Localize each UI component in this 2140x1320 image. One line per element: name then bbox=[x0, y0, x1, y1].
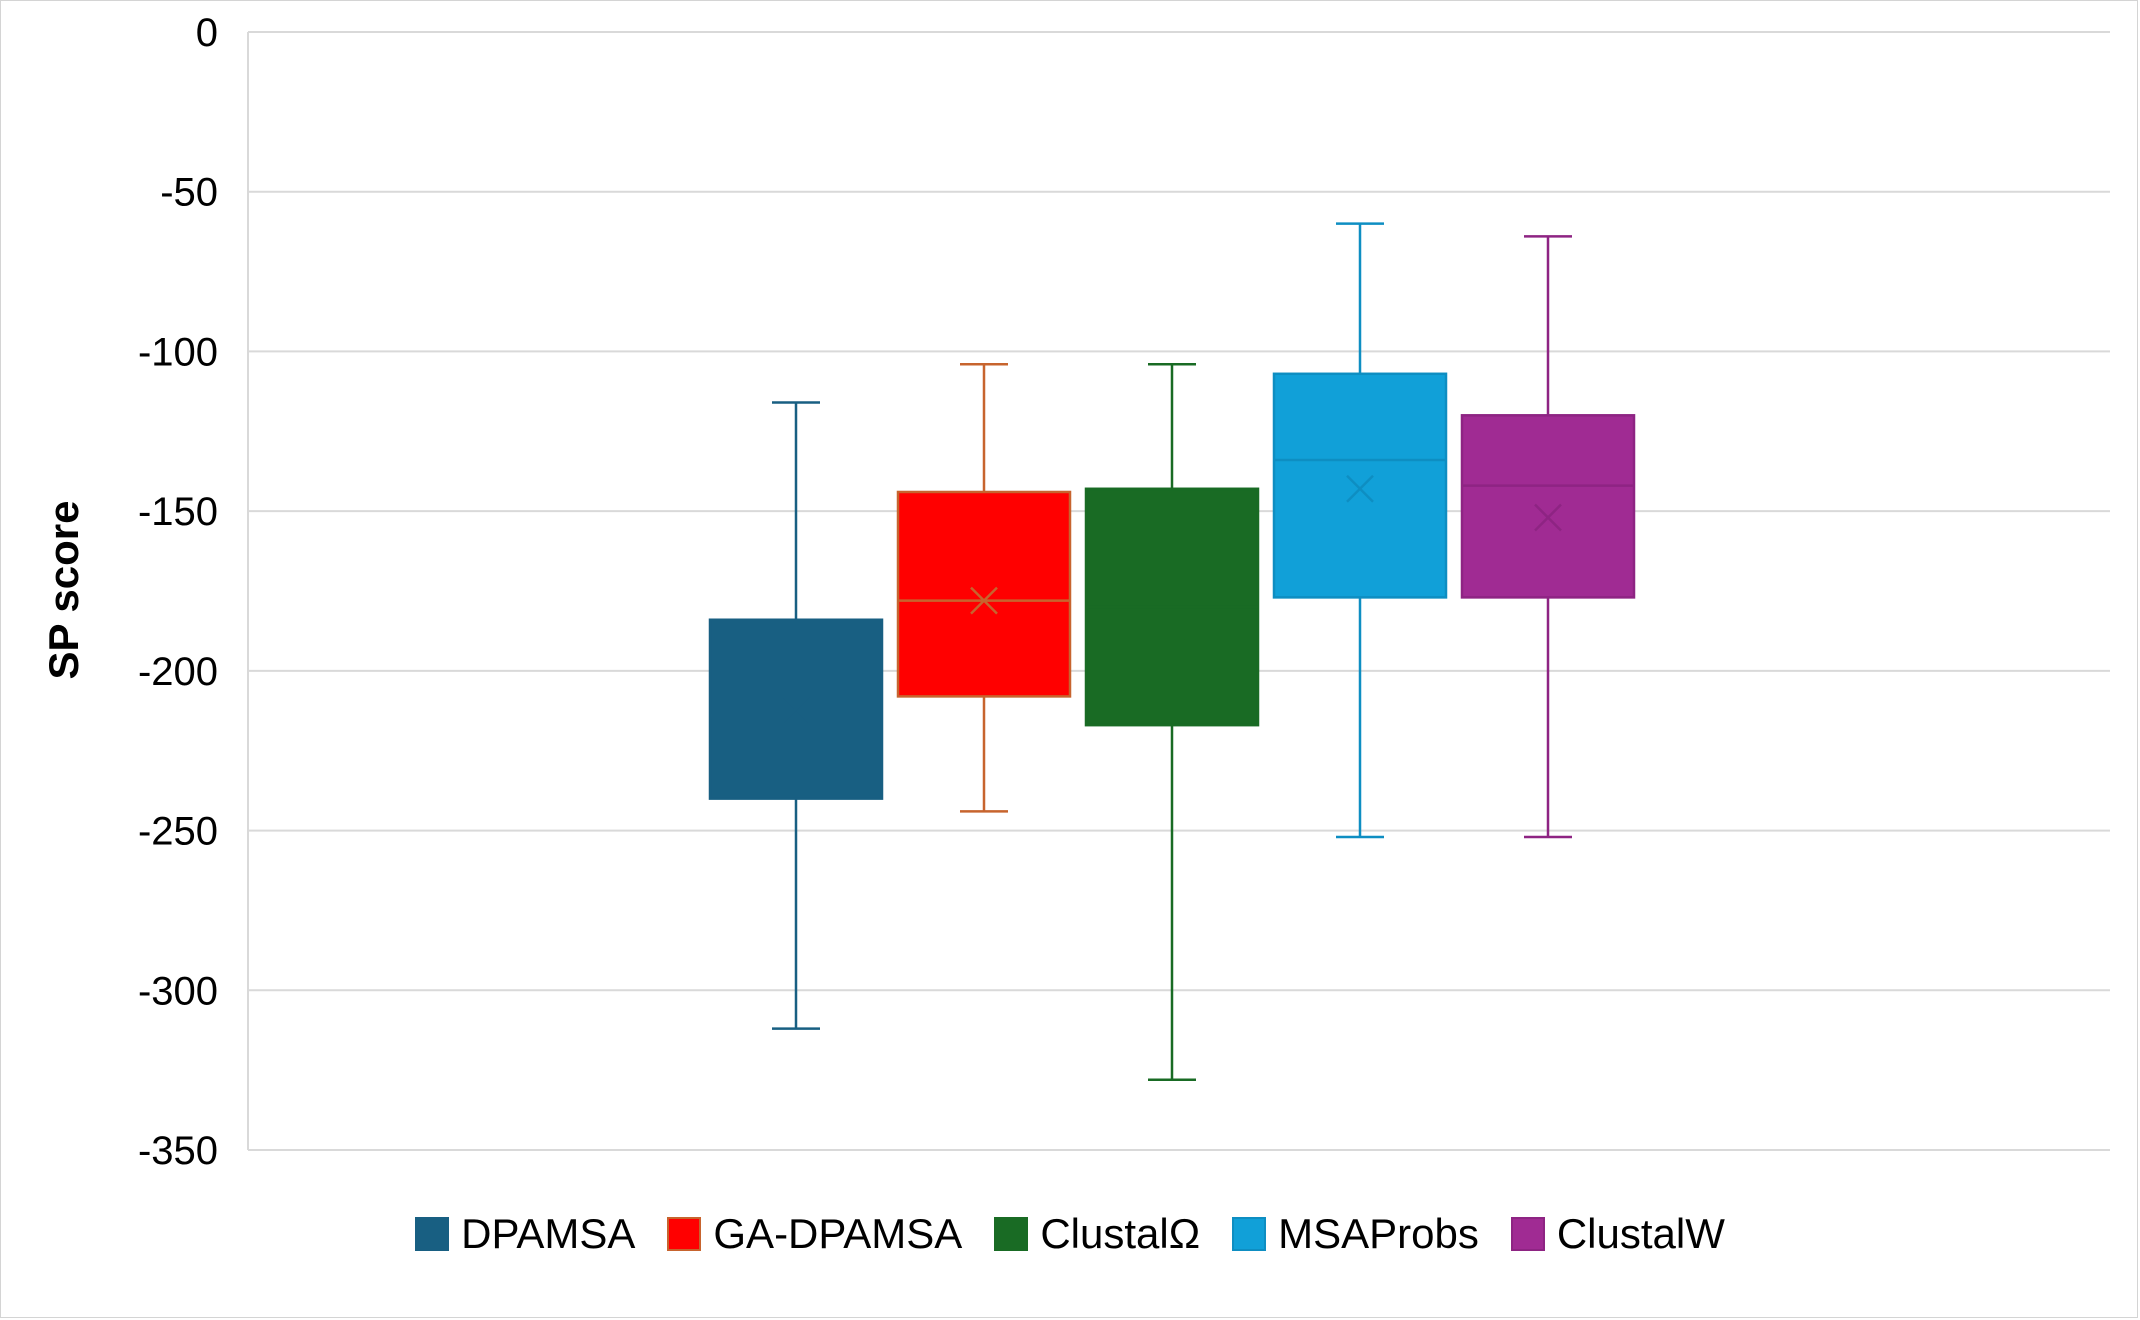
legend-swatch bbox=[415, 1217, 450, 1251]
legend: DPAMSA GA-DPAMSA ClustalΩ MSAProbs ClustalW bbox=[0, 1202, 2140, 1266]
y-tick-label: -150 bbox=[138, 490, 218, 534]
legend-item: ClustalΩ bbox=[994, 1210, 1200, 1258]
mean-marker bbox=[782, 695, 810, 724]
y-tick-label: 0 bbox=[196, 11, 218, 55]
box-clustal- bbox=[1084, 362, 1260, 1081]
legend-label: DPAMSA bbox=[461, 1210, 636, 1257]
legend-label: GA-DPAMSA bbox=[713, 1210, 963, 1257]
iqr-box bbox=[1272, 372, 1448, 599]
y-tick-label: -300 bbox=[138, 969, 218, 1013]
box-msaprobs bbox=[1272, 222, 1448, 839]
legend-item: DPAMSA bbox=[415, 1210, 635, 1258]
mean-marker bbox=[1158, 612, 1186, 641]
legend-item: MSAProbs bbox=[1232, 1210, 1479, 1258]
gridlines bbox=[247, 31, 2110, 1151]
y-tick-label: -100 bbox=[138, 330, 218, 374]
box-clustalw bbox=[1460, 235, 1636, 839]
y-axis-title: SP score bbox=[40, 500, 87, 679]
legend-label: MSAProbs bbox=[1278, 1210, 1479, 1257]
legend-label: ClustalΩ bbox=[1040, 1210, 1201, 1257]
boxes bbox=[708, 222, 1636, 1081]
y-tick-labels: 0 -50 -100 -150 -200 -250 -300 -350 bbox=[138, 11, 218, 1173]
iqr-box bbox=[1460, 414, 1636, 599]
legend-swatch bbox=[667, 1217, 702, 1251]
y-tick-label: -50 bbox=[160, 171, 218, 215]
mean-marker bbox=[970, 586, 998, 615]
legend-swatch bbox=[994, 1217, 1029, 1251]
mean-marker bbox=[1534, 503, 1562, 532]
box-dpamsa bbox=[708, 401, 884, 1030]
y-tick-label: -250 bbox=[138, 810, 218, 854]
legend-item: GA-DPAMSA bbox=[667, 1210, 962, 1258]
y-tick-label: -350 bbox=[138, 1129, 218, 1173]
legend-swatch bbox=[1232, 1217, 1267, 1251]
legend-item: ClustalW bbox=[1510, 1210, 1725, 1258]
mean-marker bbox=[1346, 474, 1374, 503]
iqr-box bbox=[896, 490, 1072, 698]
y-tick-label: -200 bbox=[138, 650, 218, 694]
box-ga-dpamsa bbox=[896, 362, 1072, 813]
legend-label: ClustalW bbox=[1556, 1210, 1725, 1257]
legend-swatch bbox=[1510, 1217, 1545, 1251]
